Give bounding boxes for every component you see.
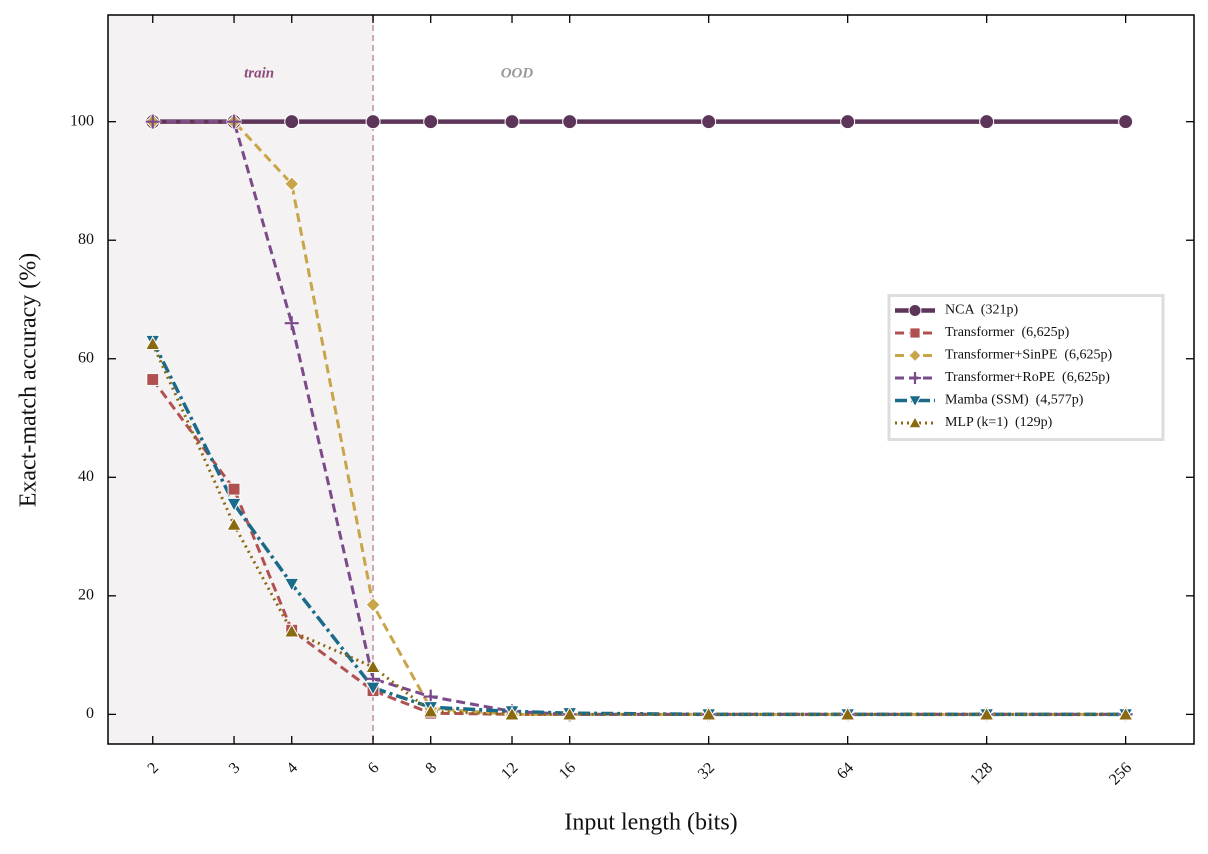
- marker: [422, 703, 439, 718]
- legend-label: Transformer (6,625p): [945, 325, 1070, 340]
- marker: [283, 623, 300, 638]
- marker: [700, 706, 717, 721]
- marker: [1117, 706, 1134, 721]
- x-tick-label: 8: [422, 759, 440, 777]
- x-tick-label: 128: [967, 759, 996, 788]
- x-tick-label: 32: [695, 759, 718, 782]
- marker: [909, 372, 921, 384]
- marker: [284, 316, 299, 331]
- legend-label: Transformer+RoPE (6,625p): [945, 370, 1110, 385]
- x-tick-label: 6: [365, 759, 383, 777]
- marker: [144, 335, 161, 351]
- marker: [908, 348, 922, 363]
- annotation: train: [244, 66, 274, 82]
- y-tick-label: 80: [78, 231, 94, 248]
- y-tick-label: 60: [78, 349, 94, 366]
- marker: [145, 114, 160, 129]
- y-tick-label: 100: [70, 112, 94, 129]
- x-axis-label: Input length (bits): [564, 810, 737, 836]
- x-tick-label: 12: [498, 759, 521, 782]
- marker: [701, 114, 717, 130]
- marker: [284, 176, 300, 192]
- x-tick-label: 16: [556, 759, 579, 782]
- x-tick-label: 4: [283, 759, 301, 777]
- marker: [908, 304, 922, 317]
- legend-label: Mamba (SSM) (4,577p): [945, 393, 1084, 408]
- marker: [365, 658, 381, 674]
- y-axis-label: Exact-match accuracy (%): [16, 253, 42, 508]
- marker: [146, 373, 160, 386]
- legend-label: NCA (321p): [945, 303, 1018, 318]
- marker: [365, 114, 381, 130]
- marker: [561, 706, 578, 721]
- marker: [1118, 114, 1134, 130]
- marker: [283, 577, 300, 593]
- plot-frame: [107, 14, 1195, 745]
- marker: [908, 415, 922, 429]
- marker: [908, 395, 922, 408]
- marker: [365, 597, 381, 613]
- legend-label: MLP (k=1) (129p): [945, 415, 1053, 430]
- y-tick-label: 20: [78, 587, 94, 604]
- marker: [227, 482, 241, 496]
- marker: [504, 706, 520, 721]
- marker: [909, 327, 921, 339]
- x-tick-label: 64: [834, 759, 857, 782]
- marker: [365, 681, 381, 696]
- marker: [504, 114, 520, 130]
- legend-label: Transformer+SinPE (6,625p): [945, 348, 1113, 363]
- legend-box: [887, 294, 1165, 441]
- x-tick-label: 2: [144, 759, 162, 777]
- annotation: OOD: [501, 66, 534, 82]
- marker: [227, 114, 242, 129]
- x-tick-label: 3: [226, 759, 244, 777]
- marker: [979, 114, 995, 130]
- x-tick-label: 256: [1106, 759, 1135, 788]
- marker: [840, 114, 856, 130]
- marker: [226, 497, 242, 512]
- marker: [226, 516, 242, 531]
- marker: [839, 706, 856, 721]
- y-tick-label: 40: [78, 468, 94, 485]
- marker: [284, 114, 300, 130]
- marker: [562, 114, 578, 130]
- marker: [423, 114, 439, 130]
- marker: [978, 706, 995, 721]
- y-tick-label: 0: [86, 705, 94, 722]
